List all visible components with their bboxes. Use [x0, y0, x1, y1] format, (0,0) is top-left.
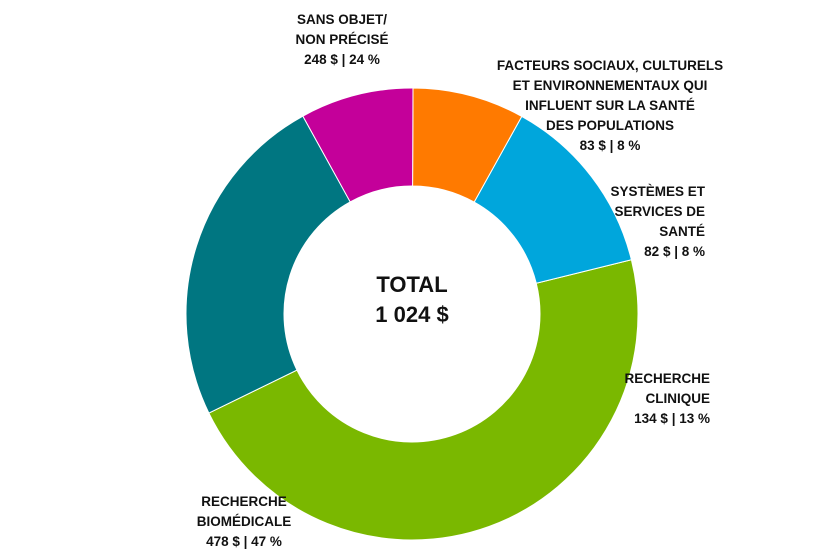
label-text-clinical: RECHERCHE	[624, 371, 710, 386]
slice-labels: RECHERCHE BIOMÉDICALE 478 $ | 47 % SANS OBJ…	[197, 12, 723, 549]
label-biomedical: RECHERCHE BIOMÉDICALE 478 $ | 47 %	[197, 494, 292, 549]
label-text-systems: SERVICES DE	[614, 204, 705, 219]
label-text-social: DES POPULATIONS	[546, 118, 674, 133]
center-total-label: TOTAL	[376, 272, 447, 297]
label-text-systems: SANTÉ	[659, 224, 705, 239]
label-text-biomedical: BIOMÉDICALE	[197, 514, 292, 529]
label-text-biomedical: RECHERCHE	[201, 494, 287, 509]
label-social: FACTEURS SOCIAUX, CULTURELS ET ENVIRONNEM…	[497, 58, 723, 153]
label-value-clinical: 134 $ | 13 %	[634, 411, 710, 426]
label-clinical: RECHERCHE CLINIQUE 134 $ | 13 %	[624, 371, 710, 426]
donut-hole	[284, 186, 540, 442]
label-text-clinical: CLINIQUE	[645, 391, 710, 406]
label-text-social: FACTEURS SOCIAUX, CULTURELS	[497, 58, 723, 73]
label-text-social: INFLUENT SUR LA SANTÉ	[525, 98, 695, 113]
label-systems: SYSTÈMES ET SERVICES DE SANTÉ 82 $ | 8 %	[610, 184, 705, 259]
label-text-systems: SYSTÈMES ET	[610, 184, 705, 199]
label-value-systems: 82 $ | 8 %	[644, 244, 705, 259]
label-text-unspecified: NON PRÉCISÉ	[295, 32, 388, 47]
label-unspecified: SANS OBJET/NON PRÉCISÉ 248 $ | 24 %	[295, 12, 388, 67]
label-value-social: 83 $ | 8 %	[580, 138, 641, 153]
label-value-biomedical: 478 $ | 47 %	[206, 534, 282, 549]
donut-slices	[185, 87, 639, 541]
label-text-unspecified: SANS OBJET/	[297, 12, 387, 27]
center-total-value: 1 024 $	[375, 302, 448, 327]
label-text-social: ET ENVIRONNEMENTAUX QUI	[513, 78, 708, 93]
label-value-unspecified: 248 $ | 24 %	[304, 52, 380, 67]
